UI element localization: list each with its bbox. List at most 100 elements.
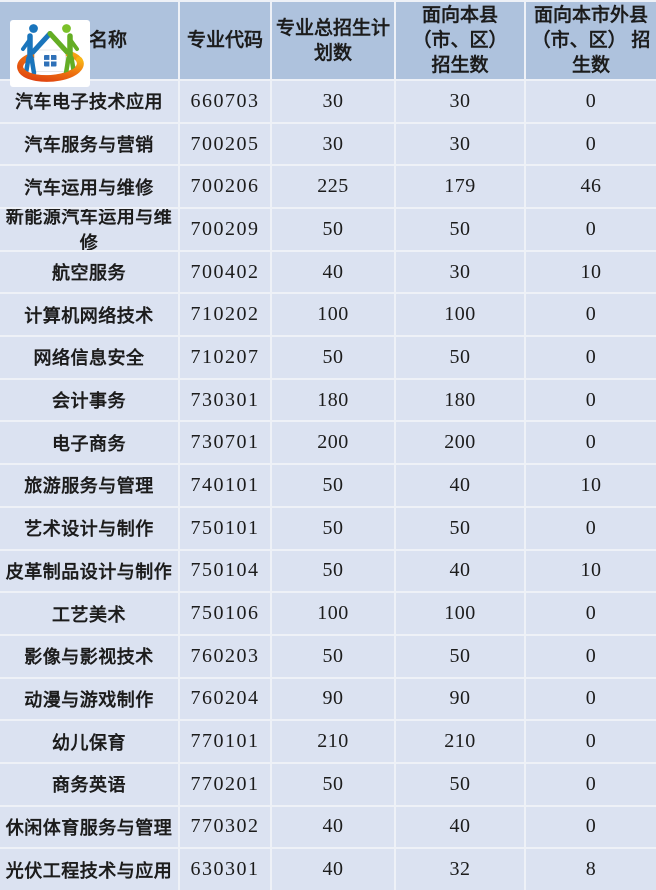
major-name-cell: 计算机网络技术 [0,294,178,336]
major-name-cell: 艺术设计与制作 [0,507,178,549]
major-name-cell: 动漫与游戏制作 [0,678,178,720]
outside-enrollment-cell: 0 [526,763,656,805]
major-code-cell: 760204 [180,678,270,720]
logo-window-icon [44,55,57,67]
major-name-cell: 光伏工程技术与应用 [0,849,178,890]
total-plan-cell: 30 [272,81,394,122]
local-enrollment-cell: 50 [396,635,524,677]
major-code-cell: 750104 [180,550,270,592]
local-enrollment-cell: 90 [396,678,524,720]
local-enrollment-cell: 30 [396,81,524,122]
local-enrollment-cell: 30 [396,123,524,165]
outside-enrollment-cell: 0 [526,379,656,421]
total-plan-cell: 30 [272,123,394,165]
outside-enrollment-cell: 0 [526,635,656,677]
local-enrollment-cell: 50 [396,209,524,250]
major-code-cell: 770201 [180,763,270,805]
major-name-cell: 会计事务 [0,379,178,421]
major-code-cell: 770101 [180,721,270,762]
major-name-cell: 网络信息安全 [0,337,178,378]
outside-enrollment-cell: 10 [526,550,656,592]
total-plan-cell: 50 [272,465,394,506]
total-plan-cell: 90 [272,678,394,720]
major-name-cell: 汽车电子技术应用 [0,81,178,122]
total-plan-cell: 50 [272,209,394,250]
major-code-cell: 660703 [180,81,270,122]
outside-enrollment-cell: 10 [526,251,656,293]
major-code-cell: 740101 [180,465,270,506]
major-name-cell: 电子商务 [0,422,178,464]
local-enrollment-cell: 50 [396,763,524,805]
local-enrollment-cell: 40 [396,465,524,506]
major-name-cell: 新能源汽车运用与维修 [0,209,178,250]
local-enrollment-cell: 50 [396,507,524,549]
major-code-cell: 630301 [180,849,270,890]
total-plan-cell: 40 [272,806,394,848]
local-enrollment-cell: 40 [396,550,524,592]
outside-enrollment-cell: 0 [526,209,656,250]
major-code-cell: 750106 [180,593,270,634]
outside-enrollment-cell: 0 [526,81,656,122]
major-code-cell: 700402 [180,251,270,293]
local-enrollment-cell: 32 [396,849,524,890]
major-name-cell: 旅游服务与管理 [0,465,178,506]
outside-enrollment-cell: 0 [526,678,656,720]
total-plan-cell: 50 [272,337,394,378]
major-name-cell: 工艺美术 [0,593,178,634]
major-name-cell: 商务英语 [0,763,178,805]
major-name-cell: 幼儿保育 [0,721,178,762]
outside-enrollment-cell: 0 [526,422,656,464]
major-name-cell: 休闲体育服务与管理 [0,806,178,848]
house-people-logo-icon [17,24,84,82]
total-plan-cell: 210 [272,721,394,762]
total-plan-cell: 50 [272,635,394,677]
total-plan-cell: 50 [272,763,394,805]
total-plan-cell: 225 [272,166,394,208]
total-plan-cell: 100 [272,593,394,634]
local-enrollment-cell: 100 [396,294,524,336]
major-code-cell: 730301 [180,379,270,421]
major-name-cell: 皮革制品设计与制作 [0,550,178,592]
major-code-cell: 760203 [180,635,270,677]
local-enrollment-cell: 210 [396,721,524,762]
total-plan-cell: 50 [272,507,394,549]
local-enrollment-cell: 40 [396,806,524,848]
outside-enrollment-cell: 10 [526,465,656,506]
local-enrollment-cell: 180 [396,379,524,421]
local-enrollment-cell: 200 [396,422,524,464]
header-local-enrollment: 面向本县 （市、区） 招生数 [396,2,524,79]
major-code-cell: 770302 [180,806,270,848]
header-major-code: 专业代码 [180,2,270,79]
outside-enrollment-cell: 0 [526,337,656,378]
outside-enrollment-cell: 8 [526,849,656,890]
local-enrollment-cell: 50 [396,337,524,378]
outside-enrollment-cell: 46 [526,166,656,208]
major-code-cell: 750101 [180,507,270,549]
local-enrollment-cell: 179 [396,166,524,208]
local-enrollment-cell: 100 [396,593,524,634]
total-plan-cell: 100 [272,294,394,336]
header-outside-enrollment: 面向本市外县 （市、区） 招 生数 [526,2,656,79]
total-plan-cell: 40 [272,849,394,890]
total-plan-cell: 180 [272,379,394,421]
outside-enrollment-cell: 0 [526,294,656,336]
outside-enrollment-cell: 0 [526,806,656,848]
major-code-cell: 710202 [180,294,270,336]
outside-enrollment-cell: 0 [526,721,656,762]
major-code-cell: 710207 [180,337,270,378]
total-plan-cell: 200 [272,422,394,464]
major-code-cell: 700205 [180,123,270,165]
header-total-plan: 专业总招生计 划数 [272,2,394,79]
outside-enrollment-cell: 0 [526,123,656,165]
major-name-cell: 航空服务 [0,251,178,293]
major-name-cell: 汽车运用与维修 [0,166,178,208]
outside-enrollment-cell: 0 [526,507,656,549]
major-code-cell: 700206 [180,166,270,208]
outside-enrollment-cell: 0 [526,593,656,634]
school-logo [10,20,90,87]
total-plan-cell: 40 [272,251,394,293]
total-plan-cell: 50 [272,550,394,592]
major-name-cell: 影像与影视技术 [0,635,178,677]
